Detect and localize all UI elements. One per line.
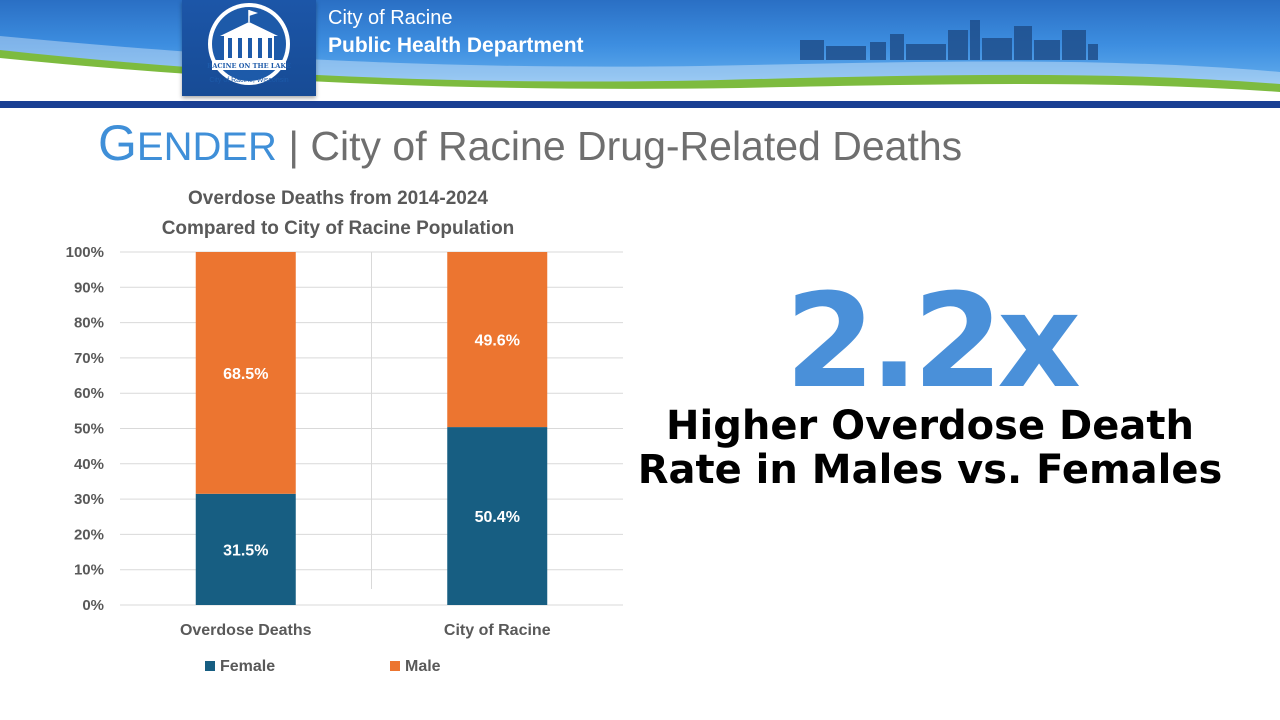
y-tick-label: 50% — [74, 421, 104, 438]
chart-title: Overdose Deaths from 2014-2024 Compared … — [100, 184, 576, 244]
bar-male-0 — [195, 252, 296, 494]
y-tick-label: 0% — [82, 597, 104, 614]
bar-female-1 — [447, 427, 548, 605]
logo-caption: City of Racine, Wisconsin — [209, 77, 288, 84]
legend-swatch-female — [205, 661, 215, 671]
y-tick-label: 60% — [74, 385, 104, 402]
callout-value: 2.2x — [784, 265, 1081, 417]
y-tick-label: 80% — [74, 315, 104, 332]
title-separator: | — [288, 123, 299, 169]
legend-label-male: Male — [405, 658, 441, 675]
y-tick-label: 70% — [74, 350, 104, 367]
y-tick-label: 10% — [74, 562, 104, 579]
chart-title-line1: Overdose Deaths from 2014-2024 — [188, 188, 488, 209]
y-tick-label: 30% — [74, 491, 104, 508]
header-wave-graphic — [0, 20, 1280, 100]
logo-motto: RACINE ON THE LAKE — [207, 62, 291, 70]
callout-line2: Rate in Males vs. Females — [637, 447, 1223, 493]
data-label: 50.4% — [475, 509, 520, 526]
org-city-name: City of Racine — [328, 7, 453, 29]
y-tick-label: 90% — [74, 279, 104, 296]
title-keyword-initial: G — [98, 115, 137, 171]
callout-text: Higher Overdose Death Rate in Males vs. … — [620, 404, 1240, 492]
y-tick-label: 40% — [74, 456, 104, 473]
header-banner — [0, 0, 1280, 100]
title-keyword-rest: ENDER — [136, 125, 277, 169]
title-subject: City of Racine Drug-Related Deaths — [310, 123, 963, 169]
callout-line1: Higher Overdose Death — [666, 403, 1194, 449]
org-department-name: Public Health Department — [328, 34, 584, 57]
city-logo: RACINE ON THE LAKE City of Racine, Wisco… — [182, 0, 316, 96]
skyline-graphic — [800, 20, 1098, 60]
data-label: 31.5% — [223, 542, 268, 559]
x-category-label: City of Racine — [444, 622, 551, 639]
bar-male-1 — [447, 252, 548, 428]
stacked-bar-chart: 0% 10% 20% 30% 40% 50% 60% 70% 80% 90% 100% 31.5% 68… — [66, 244, 623, 675]
header-rule — [0, 101, 1280, 108]
data-label: 68.5% — [223, 366, 268, 383]
y-tick-label: 100% — [66, 244, 104, 261]
slide-title: GENDER | City of Racine Drug-Related Dea… — [98, 114, 962, 172]
bar-female-0 — [195, 493, 296, 605]
chart-title-line2: Compared to City of Racine Population — [161, 218, 515, 239]
legend-swatch-male — [390, 661, 400, 671]
callout-value-box: 2.2x — [620, 276, 1240, 406]
x-category-label: Overdose Deaths — [180, 622, 312, 639]
data-label: 49.6% — [475, 333, 520, 350]
y-tick-label: 20% — [74, 526, 104, 543]
legend-label-female: Female — [220, 658, 275, 675]
